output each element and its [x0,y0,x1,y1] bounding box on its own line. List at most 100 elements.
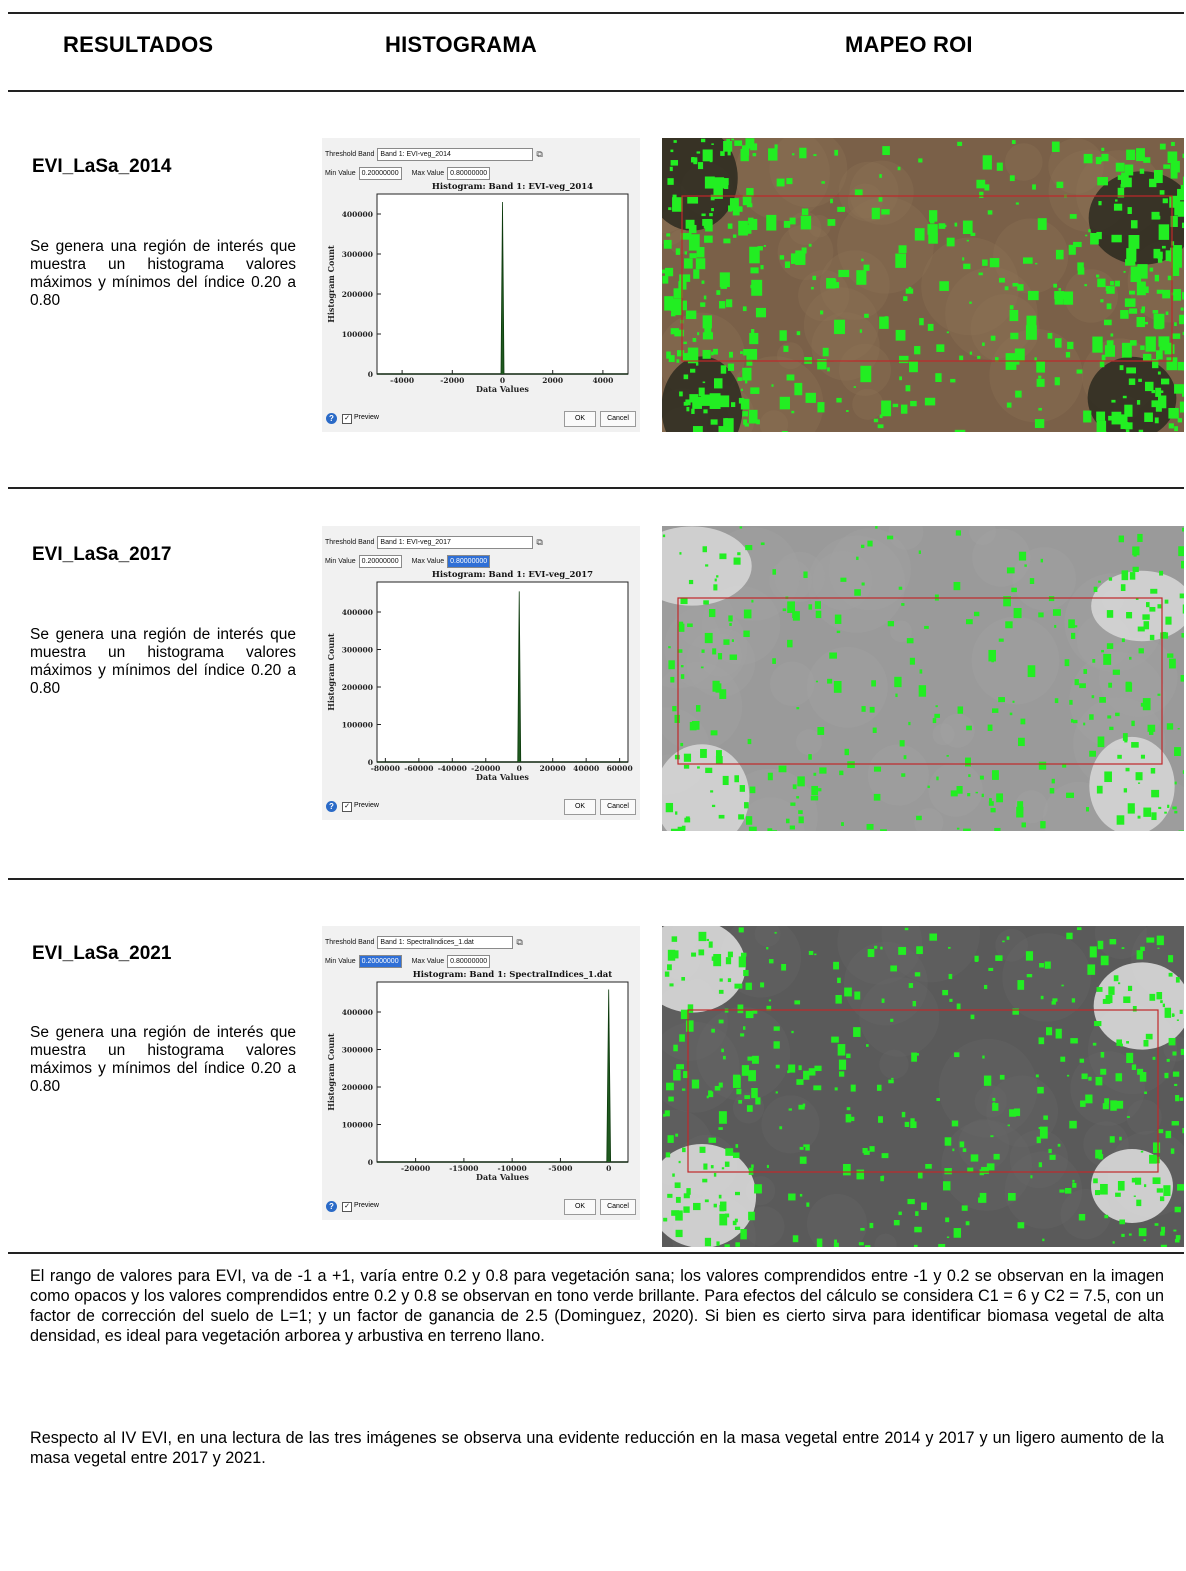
vegetation-pixel [738,956,746,968]
vegetation-pixel [744,802,749,809]
vegetation-pixel [1072,719,1078,724]
vegetation-pixel [719,689,727,699]
max-value-input[interactable]: 0.80000000 [447,555,491,568]
vegetation-pixel [718,1194,722,1199]
vegetation-pixel [1067,341,1074,350]
vegetation-pixel [1026,315,1037,327]
vegetation-pixel [718,814,725,819]
vegetation-pixel [670,676,675,683]
vegetation-pixel [746,203,753,208]
vegetation-pixel [1048,1148,1052,1154]
vegetation-pixel [1100,955,1109,966]
vegetation-pixel [1181,633,1184,638]
vegetation-pixel [1097,177,1108,186]
vegetation-pixel [808,604,813,610]
threshold-band-label: Threshold Band [325,151,375,158]
y-tick-label: 200000 [342,1083,373,1092]
vegetation-pixel [800,215,812,230]
vegetation-pixel [706,938,709,941]
threshold-band-field[interactable]: Band 1: SpectralIndices_1.dat [377,936,514,949]
cancel-button[interactable]: Cancel [600,411,636,427]
threshold-band-field[interactable]: Band 1: EVI-veg_2017 [377,536,534,549]
vegetation-pixel [836,397,842,403]
vegetation-pixel [891,1077,894,1080]
vegetation-pixel [1146,937,1155,943]
help-icon[interactable]: ? [326,1201,337,1212]
vegetation-pixel [734,1218,738,1223]
vegetation-pixel [1180,307,1184,311]
threshold-band-field[interactable]: Band 1: EVI-veg_2014 [377,148,534,161]
vegetation-pixel [775,1064,780,1069]
terrain-patch [811,312,880,381]
vegetation-pixel [873,766,882,772]
preview-checkbox[interactable]: ✓ [342,414,352,424]
vegetation-pixel [917,1172,923,1179]
vegetation-pixel [833,680,842,693]
vegetation-pixel [903,755,907,760]
min-value-input[interactable]: 0.20000000 [358,167,402,180]
vegetation-pixel [950,378,956,383]
help-icon[interactable]: ? [326,801,337,812]
vegetation-pixel [895,693,898,698]
preview-checkbox[interactable]: ✓ [342,1202,352,1212]
ok-button[interactable]: OK [564,799,596,815]
vegetation-pixel [722,775,729,786]
help-icon[interactable]: ? [326,413,337,424]
vegetation-pixel [869,1222,874,1229]
terrain-patch [1048,138,1104,194]
vegetation-pixel [750,284,753,289]
land-cover-region [1091,1149,1173,1223]
vegetation-pixel [1169,260,1172,262]
vegetation-pixel [1161,1226,1166,1233]
threshold-band-row: Threshold Band Band 1: EVI-veg_2017 ⧉ [325,536,543,549]
ok-button[interactable]: OK [564,1199,596,1215]
vegetation-pixel [808,243,812,247]
vegetation-pixel [749,332,759,345]
vegetation-pixel [815,680,819,683]
max-value-input[interactable]: 0.80000000 [447,955,491,968]
vegetation-pixel [998,697,1005,703]
vegetation-pixel [1085,807,1090,812]
vegetation-pixel [1158,806,1162,809]
band-picker-icon[interactable]: ⧉ [536,537,543,547]
vegetation-pixel [953,1228,962,1238]
vegetation-pixel [698,931,707,942]
min-value-input[interactable]: 0.20000000 [358,955,402,968]
vegetation-pixel [683,374,689,380]
vegetation-pixel [1180,674,1184,682]
x-tick-label: -10000 [498,1164,527,1173]
vegetation-pixel [687,1004,694,1013]
vegetation-pixel [741,1065,749,1076]
vegetation-pixel [814,601,821,609]
vegetation-pixel [1121,342,1132,358]
vegetation-pixel [711,956,717,961]
min-value-label: Min Value [325,558,356,565]
vegetation-pixel [803,1144,807,1147]
vegetation-pixel [968,774,971,778]
vegetation-pixel [936,776,939,781]
vegetation-pixel [808,754,812,760]
vegetation-pixel [1069,214,1077,219]
vegetation-pixel [697,162,704,170]
vegetation-pixel [663,1113,666,1117]
min-value-input[interactable]: 0.20000000 [358,555,402,568]
vegetation-pixel [1180,1048,1184,1055]
preview-checkbox[interactable]: ✓ [342,802,352,812]
terrain-patch [1004,1151,1083,1229]
x-tick-label: 0 [517,764,522,773]
vegetation-pixel [688,579,694,585]
terrain-patch [995,928,1029,962]
vegetation-pixel [1076,927,1082,931]
vegetation-pixel [708,1091,714,1098]
band-picker-icon[interactable]: ⧉ [516,937,523,947]
x-tick-label: -40000 [438,764,467,773]
vegetation-pixel [833,961,839,970]
cancel-button[interactable]: Cancel [600,799,636,815]
max-value-input[interactable]: 0.80000000 [447,167,491,180]
vegetation-pixel [1145,336,1156,352]
cancel-button[interactable]: Cancel [600,1199,636,1215]
band-picker-icon[interactable]: ⧉ [536,149,543,159]
vegetation-pixel [882,146,890,156]
vegetation-pixel [1106,286,1115,294]
ok-button[interactable]: OK [564,411,596,427]
